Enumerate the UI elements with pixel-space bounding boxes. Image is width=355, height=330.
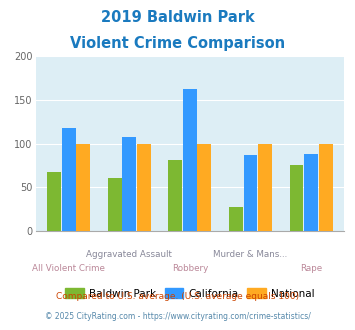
Text: Robbery: Robbery — [172, 264, 208, 273]
Text: © 2025 CityRating.com - https://www.cityrating.com/crime-statistics/: © 2025 CityRating.com - https://www.city… — [45, 312, 310, 321]
Bar — [122, 137, 136, 231]
Text: All Violent Crime: All Violent Crime — [32, 264, 105, 273]
Text: Violent Crime Comparison: Violent Crime Comparison — [70, 36, 285, 51]
Bar — [304, 154, 318, 231]
Bar — [244, 155, 257, 231]
Bar — [258, 144, 272, 231]
Bar — [62, 128, 76, 231]
Bar — [290, 165, 304, 231]
Legend: Baldwin Park, California, National: Baldwin Park, California, National — [61, 284, 319, 303]
Bar — [229, 207, 243, 231]
Text: Aggravated Assault: Aggravated Assault — [86, 250, 172, 259]
Bar — [137, 144, 151, 231]
Bar — [319, 144, 333, 231]
Bar — [76, 144, 90, 231]
Text: Murder & Mans...: Murder & Mans... — [213, 250, 288, 259]
Bar — [47, 172, 61, 231]
Bar — [168, 160, 182, 231]
Text: Compared to U.S. average. (U.S. average equals 100): Compared to U.S. average. (U.S. average … — [56, 292, 299, 301]
Text: 2019 Baldwin Park: 2019 Baldwin Park — [100, 10, 255, 25]
Text: Rape: Rape — [300, 264, 322, 273]
Bar — [183, 89, 197, 231]
Bar — [197, 144, 212, 231]
Bar — [108, 178, 122, 231]
